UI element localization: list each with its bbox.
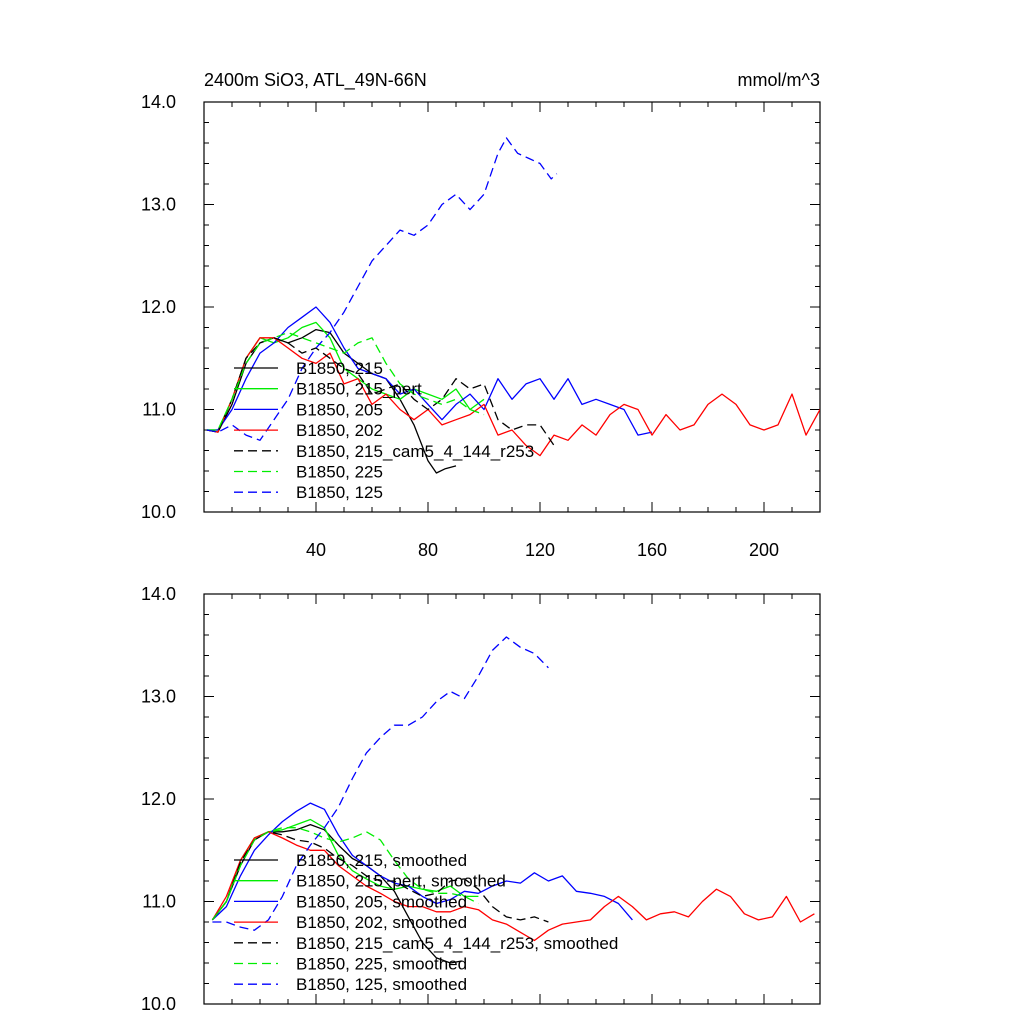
series-line-4 [211, 831, 549, 923]
y-tick-label: 11.0 [142, 400, 176, 420]
legend-label-4: B1850, 215_cam5_4_144_r253, smoothed [296, 934, 618, 953]
x-tick-label: 80 [418, 540, 438, 560]
series-line-5 [211, 827, 479, 921]
x-tick-label: 160 [637, 540, 667, 560]
legend-label-3: B1850, 202 [296, 421, 383, 440]
y-tick-label: 10.0 [141, 502, 176, 522]
panel-bottom: 10.0 11.0 12.0 13.0 14.0 B1850, 215, smoothed… [141, 584, 821, 1014]
units-label: mmol/m^3 [738, 70, 820, 90]
legend-label-0: B1850, 215, smoothed [296, 851, 467, 870]
legend-label-1: B1850, 215_pert [296, 380, 422, 399]
y-tick-label: 13.0 [141, 195, 176, 215]
y-tick-label: 14.0 [141, 584, 176, 604]
y-tick-label: 12.0 [141, 297, 176, 317]
legend-label-2: B1850, 205, smoothed [296, 892, 467, 911]
legend-label-5: B1850, 225, smoothed [296, 955, 467, 974]
legend-label-2: B1850, 205 [296, 400, 383, 419]
series-line-2 [206, 306, 653, 436]
legend-label-4: B1850, 215_cam5_4_144_r253 [296, 442, 534, 461]
y-tick-label: 11.0 [142, 892, 176, 912]
legend-label-5: B1850, 225 [296, 463, 383, 482]
series-line-2 [211, 802, 633, 921]
y-tick-label: 12.0 [141, 789, 176, 809]
series-line-3 [206, 337, 820, 457]
legend: B1850, 215, smoothed B1850, 215_pert, smo… [234, 851, 618, 994]
series-group [211, 636, 815, 964]
y-tick-label: 13.0 [141, 687, 176, 707]
legend-label-1: B1850, 215_pert, smoothed [296, 872, 506, 891]
legend-label-3: B1850, 202, smoothed [296, 913, 467, 932]
legend-label-6: B1850, 125, smoothed [296, 975, 467, 994]
legend-label-0: B1850, 215 [296, 359, 383, 378]
x-tick-label: 40 [306, 540, 326, 560]
panel-top: 2400m SiO3, ATL_49N-66N mmol/m^3 10.0 11.… [141, 70, 821, 560]
x-tick-label: 200 [749, 540, 779, 560]
chart-title: 2400m SiO3, ATL_49N-66N [204, 70, 427, 91]
y-tick-label: 14.0 [141, 92, 176, 112]
legend-label-6: B1850, 125 [296, 483, 383, 502]
y-tick-label: 10.0 [141, 994, 176, 1014]
series-line-4 [206, 337, 555, 446]
series-line-6 [212, 636, 549, 931]
series-line-5 [206, 331, 485, 431]
x-tick-label: 120 [525, 540, 555, 560]
series-line-3 [211, 831, 815, 942]
